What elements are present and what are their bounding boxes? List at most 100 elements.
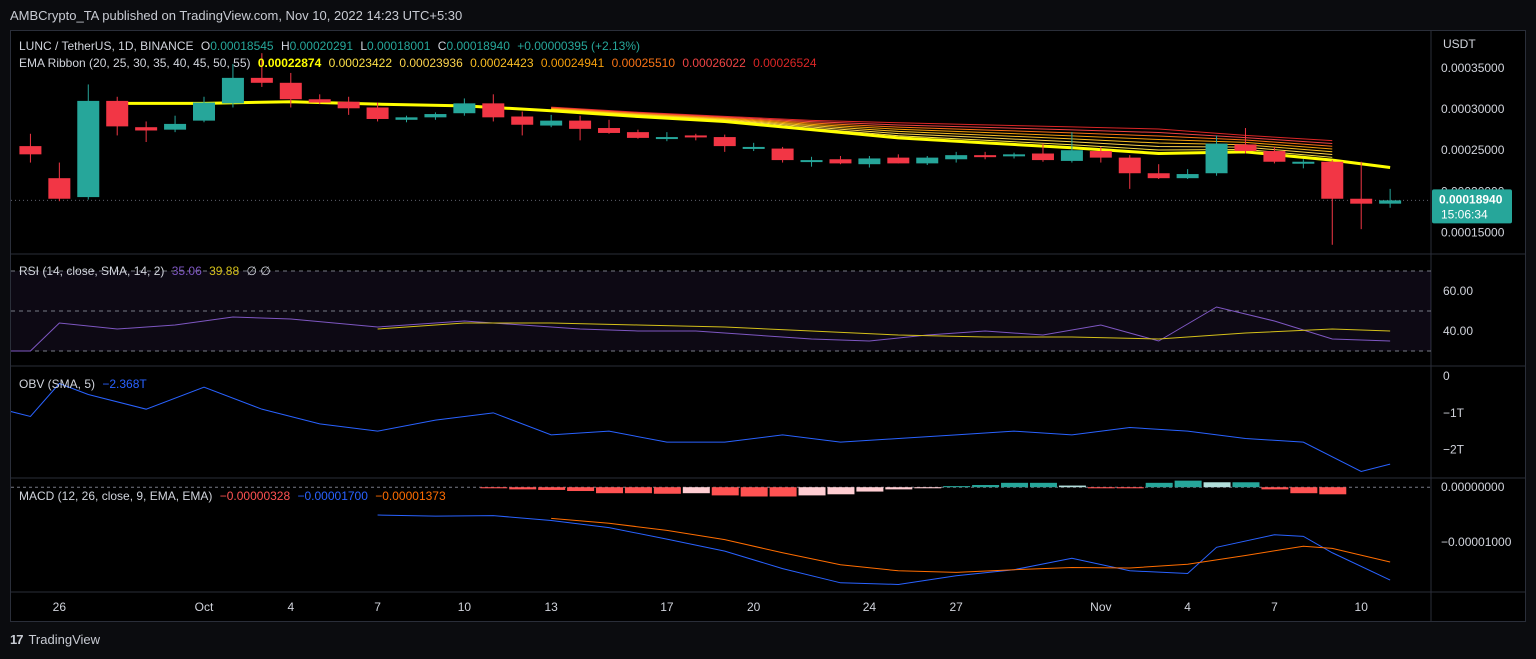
publish-caption: AMBCrypto_TA published on TradingView.co…: [10, 8, 463, 23]
candle-body: [279, 82, 302, 100]
candle-body: [684, 135, 707, 138]
macd-histogram-bar: [798, 487, 826, 496]
macd-axis-tick: −0.00001000: [1441, 535, 1512, 549]
macd-histogram-bar: [1232, 482, 1260, 488]
candle-body: [1205, 143, 1228, 174]
rsi-extra: ∅ ∅: [246, 264, 271, 278]
ema-ribbon-line: [551, 107, 1333, 144]
rsi-ma-line: [377, 322, 1391, 340]
candle-body: [858, 158, 881, 165]
time-axis-label: 26: [53, 600, 67, 614]
macd-histogram-bar: [1203, 482, 1231, 488]
macd-histogram-bar: [711, 487, 739, 496]
candle-body: [193, 102, 215, 121]
footer-brand: 17 TradingView: [10, 632, 100, 647]
brand-name: TradingView: [28, 632, 101, 647]
candle-body: [540, 120, 563, 126]
rsi-line: [11, 306, 1391, 352]
change-value: +0.00000395 (+2.13%): [517, 39, 640, 53]
grid-layer: [11, 31, 1525, 621]
price-axis-tick: 0.00015000: [1441, 225, 1505, 239]
candle-body: [19, 146, 42, 155]
candle-body: [887, 157, 910, 164]
ema-value-25: 0.00023422: [328, 56, 392, 70]
macd-legend: MACD (12, 26, close, 9, EMA, EMA) −0.000…: [19, 489, 450, 503]
macd-histogram-bar: [914, 487, 942, 489]
macd-histogram-bar: [943, 486, 971, 488]
macd-axis-tick: 0.00000000: [1441, 480, 1505, 494]
rsi-value: 35.06: [171, 264, 202, 278]
macd-histogram-bar: [1174, 480, 1202, 488]
candle-body: [77, 100, 100, 198]
candle-body: [395, 117, 418, 120]
rsi-name: RSI (14, close, SMA, 14, 2): [19, 264, 165, 278]
obv-legend: OBV (SMA, 5) −2.368T: [19, 377, 151, 391]
last-price-value: 0.00018940: [1439, 192, 1503, 206]
candle-body: [1118, 157, 1141, 174]
main-legend: LUNC / TetherUS, 1D, BINANCE O0.00018545…: [19, 39, 644, 53]
ema-ribbon-line: [551, 106, 1333, 142]
macd-histogram-bar: [885, 487, 913, 490]
time-axis-label: 7: [1271, 600, 1278, 614]
candle-body: [221, 77, 244, 104]
macd-histogram-bar: [538, 487, 566, 490]
macd-histogram-bar: [653, 487, 681, 494]
macd-histogram-bar: [596, 487, 624, 494]
macd-pane: [11, 480, 1431, 585]
macd-histogram-bar: [856, 487, 884, 492]
time-axis-label: 10: [458, 600, 472, 614]
ema-value-20: 0.00022874: [257, 56, 322, 70]
candle-body: [1321, 161, 1344, 199]
rsi-ma-value: 39.88: [209, 264, 240, 278]
obv-name: OBV (SMA, 5): [19, 377, 96, 391]
macd-name: MACD (12, 26, close, 9, EMA, EMA): [19, 489, 213, 503]
candle-body: [453, 103, 476, 114]
candle-body: [308, 99, 331, 103]
macd-signal-value: −0.00001373: [375, 489, 446, 503]
obv-axis-tick: −2T: [1443, 443, 1465, 457]
macd-histogram-bar: [1087, 487, 1115, 489]
time-axis-label: 7: [374, 600, 381, 614]
candle-body: [1089, 151, 1112, 158]
candle-body: [511, 116, 534, 125]
macd-histogram-bar: [1058, 485, 1086, 488]
candle-body: [829, 159, 852, 164]
ema-20-line: [117, 100, 1391, 169]
obv-line: [11, 382, 1391, 473]
macd-histogram-bar: [1116, 487, 1144, 489]
macd-histogram-bar: [1145, 482, 1173, 488]
candle-body: [337, 101, 360, 109]
chart-canvas[interactable]: USDT 0.00035000 0.00030000 0.00025000 0.0002…: [11, 31, 1525, 621]
candle-body: [482, 103, 505, 118]
candle-body: [771, 148, 794, 161]
macd-histogram-bar: [827, 487, 855, 495]
obv-axis-tick: 0: [1443, 369, 1450, 383]
candle-body: [1176, 174, 1199, 179]
macd-signal-line: [551, 517, 1391, 573]
macd-histogram-bar: [509, 487, 537, 490]
macd-histogram-bar: [1261, 487, 1289, 490]
ema-value-55: 0.00026524: [753, 56, 817, 70]
candle-body: [135, 127, 158, 131]
macd-histogram-bar: [1290, 487, 1318, 494]
symbol-label: LUNC / TetherUS, 1D, BINANCE: [19, 39, 194, 53]
rsi-pane: [11, 270, 1431, 352]
macd-histogram-bar: [567, 487, 595, 492]
candle-body: [1292, 161, 1315, 164]
rsi-legend: RSI (14, close, SMA, 14, 2) 35.06 39.88 …: [19, 264, 275, 278]
macd-histogram-bar: [624, 487, 652, 494]
candle-body: [713, 137, 736, 147]
open-label: O: [200, 39, 211, 53]
obv-value: −2.368T: [102, 377, 147, 391]
time-axis-label: 24: [863, 600, 877, 614]
macd-histogram-bar: [1029, 482, 1057, 488]
candle-body: [48, 178, 71, 199]
ema-ribbon-line: [551, 107, 1333, 147]
macd-hist-value: −0.00000328: [219, 489, 291, 503]
high-value: 0.00020291: [289, 39, 354, 53]
candle-body: [626, 132, 649, 138]
candle-body: [916, 157, 939, 164]
macd-histogram-bar: [769, 487, 797, 497]
price-pane: [11, 53, 1431, 245]
candle-body: [424, 114, 447, 118]
